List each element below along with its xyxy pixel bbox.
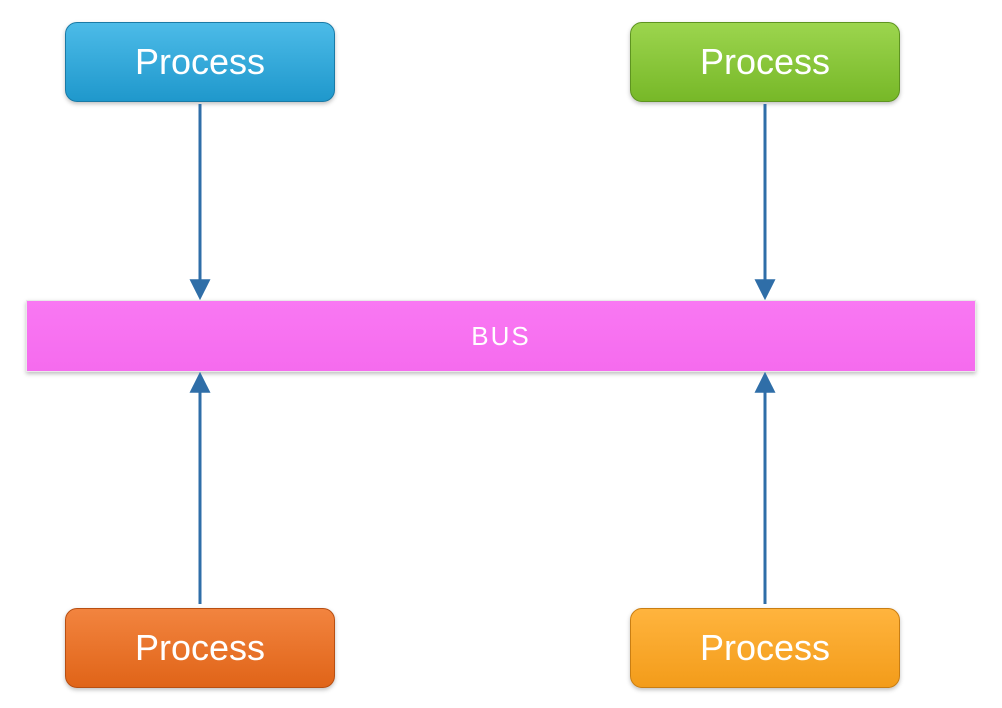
bus-label: BUS	[471, 321, 530, 352]
process-top-left: Process	[65, 22, 335, 102]
process-top-right-label: Process	[700, 41, 830, 83]
process-bottom-right: Process	[630, 608, 900, 688]
process-bottom-left-label: Process	[135, 627, 265, 669]
process-top-left-label: Process	[135, 41, 265, 83]
bus-bar: BUS	[26, 300, 976, 372]
process-bottom-right-label: Process	[700, 627, 830, 669]
process-top-right: Process	[630, 22, 900, 102]
process-bottom-left: Process	[65, 608, 335, 688]
